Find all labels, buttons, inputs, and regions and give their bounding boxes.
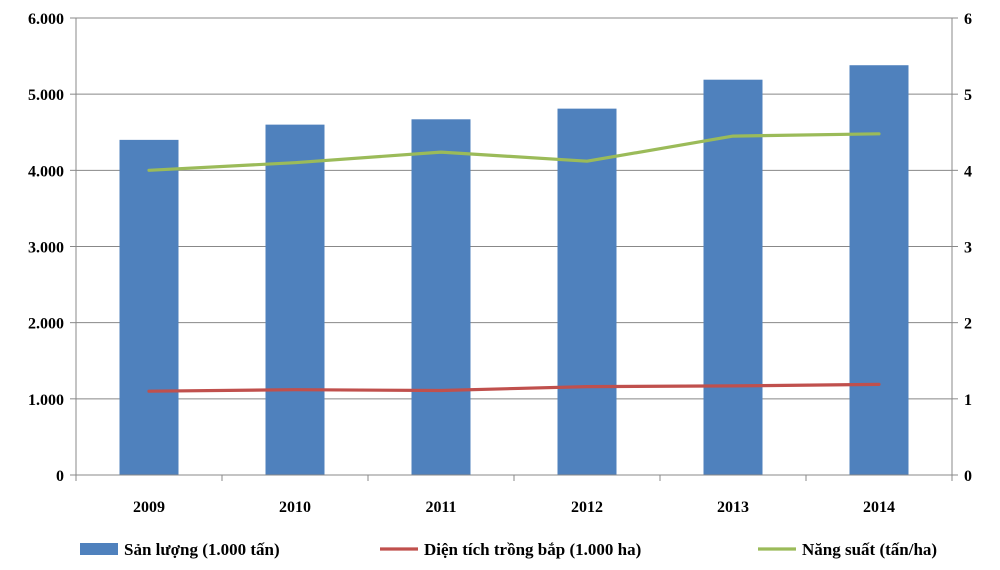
axes: 0 1.000 2.000 3.000 4.000 5.000 6.000 0 1 2 3 4 5 6 20…	[28, 11, 972, 516]
y-left-tick-label: 5.000	[28, 87, 64, 104]
legend-label: Diện tích trồng bắp (1.000 ha)	[424, 540, 641, 559]
bar	[119, 139, 179, 475]
x-tick-label: 2013	[717, 499, 749, 516]
x-tick-label: 2009	[133, 499, 165, 516]
legend: Sản lượng (1.000 tấn) Diện tích trồng bắp…	[80, 540, 937, 559]
x-tick-label: 2010	[279, 499, 311, 516]
legend-label: Năng suất (tấn/ha)	[802, 540, 937, 559]
y-right-tick-label: 1	[964, 392, 972, 409]
bar	[265, 124, 325, 475]
y-left-tick-label: 2.000	[28, 316, 64, 333]
y-left-tick-label: 1.000	[28, 392, 64, 409]
legend-swatch	[80, 543, 118, 555]
bar	[849, 65, 909, 476]
bar-series	[119, 65, 909, 476]
y-left-tick-label: 0	[56, 468, 64, 485]
bar	[411, 119, 471, 475]
line-series	[147, 132, 881, 393]
y-right-tick-label: 0	[964, 468, 972, 485]
y-right-tick-label: 2	[964, 316, 972, 333]
y-right-tick-label: 4	[964, 163, 972, 180]
y-left-tick-label: 4.000	[28, 163, 64, 180]
y-right-tick-label: 6	[964, 11, 972, 28]
x-tick-label: 2011	[425, 499, 456, 516]
series-line	[147, 382, 881, 393]
y-left-tick-label: 6.000	[28, 11, 64, 28]
x-tick-label: 2012	[571, 499, 603, 516]
gridlines	[76, 17, 952, 400]
legend-label: Sản lượng (1.000 tấn)	[124, 540, 280, 559]
y-right-tick-label: 3	[964, 240, 972, 257]
series-line	[147, 132, 881, 172]
x-tick-label: 2014	[863, 499, 895, 516]
y-right-tick-label: 5	[964, 87, 972, 104]
y-left-tick-label: 3.000	[28, 240, 64, 257]
bar	[557, 108, 617, 475]
bar	[703, 79, 763, 475]
